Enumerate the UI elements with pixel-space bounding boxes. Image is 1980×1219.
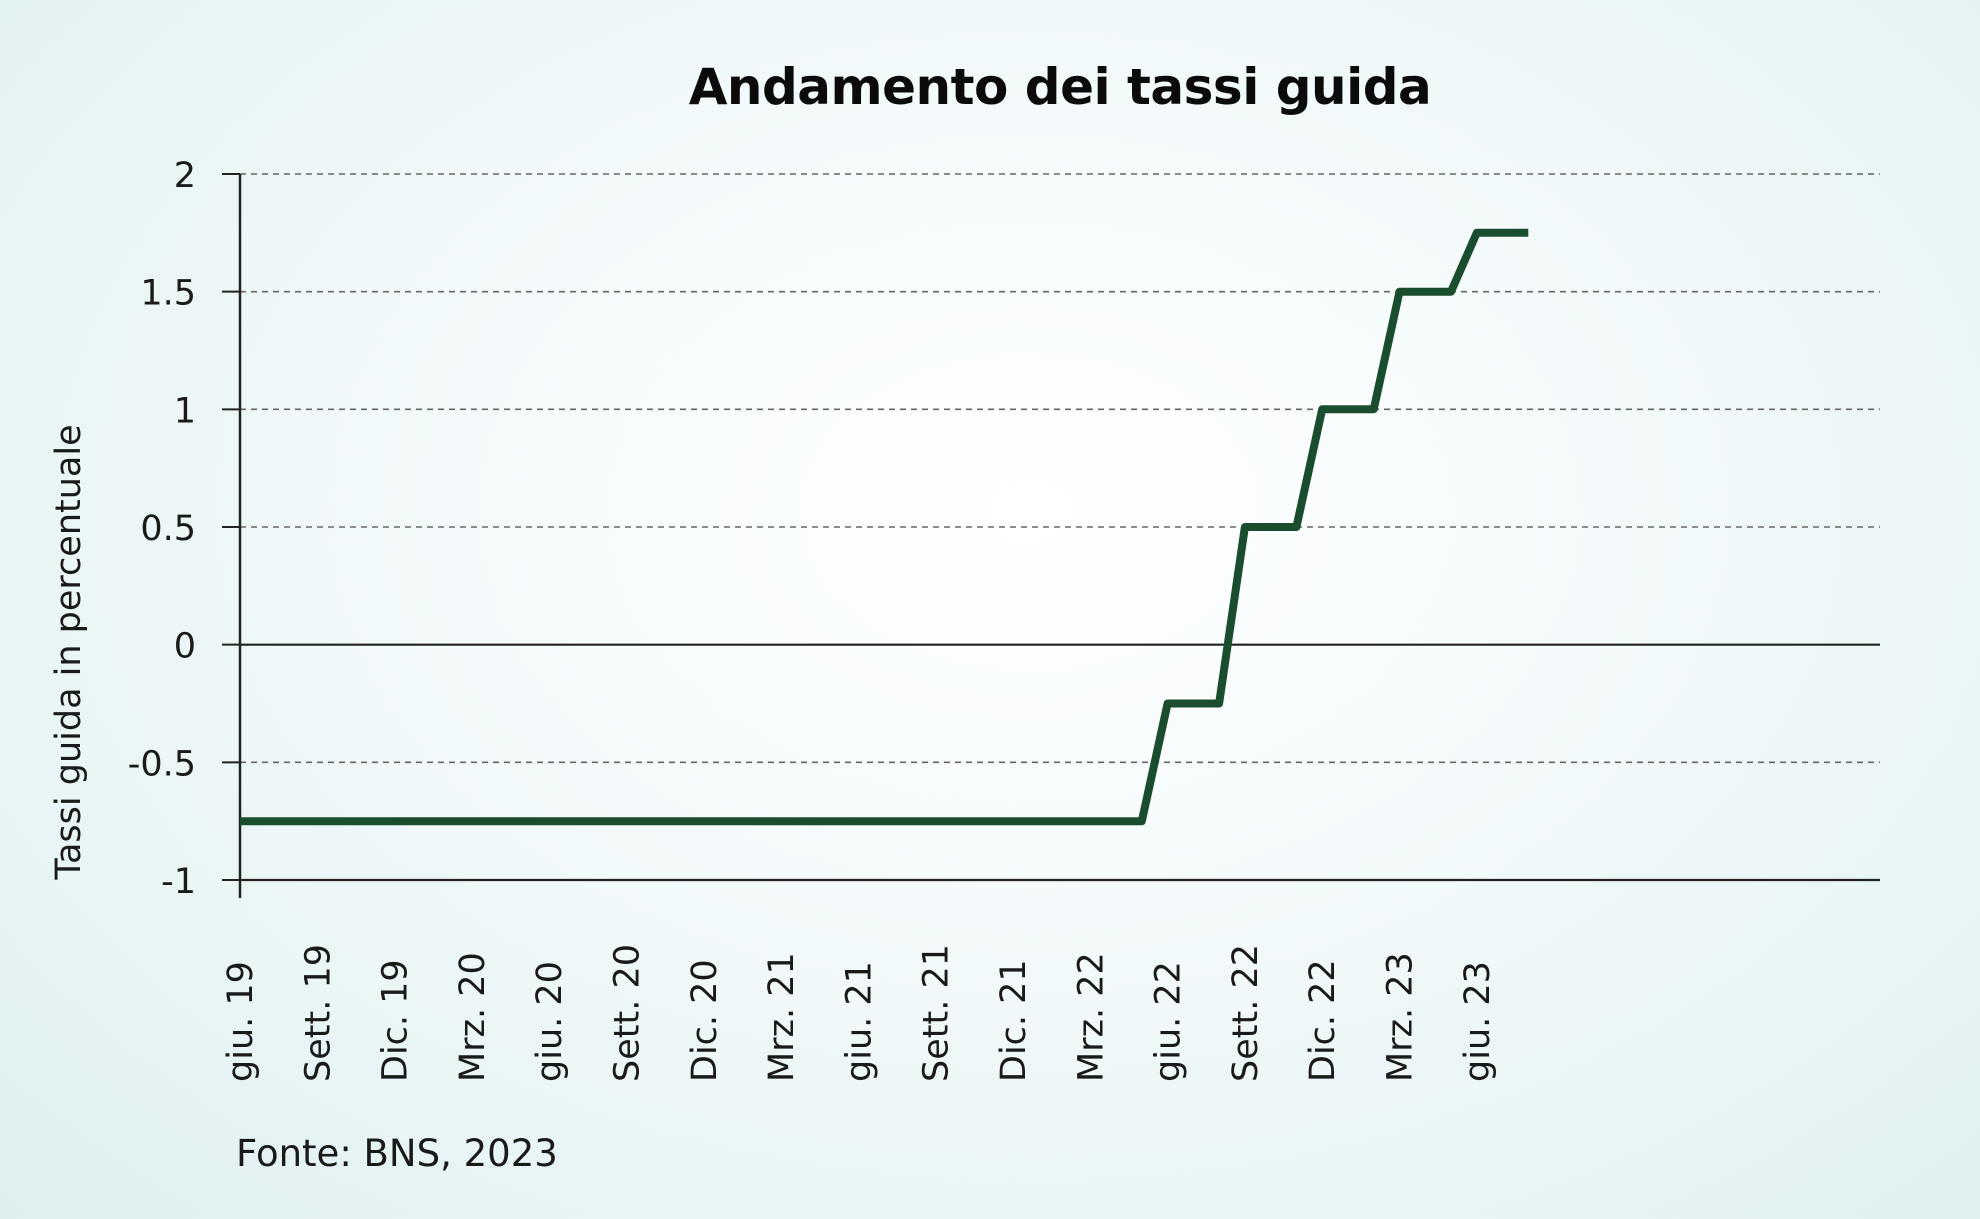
y-tick-label: -1 xyxy=(161,862,196,902)
x-tick-label: Mrz. 21 xyxy=(762,952,802,1082)
x-tick-label: giu. 22 xyxy=(1149,961,1189,1082)
x-tick-label: Dic. 21 xyxy=(994,959,1034,1082)
chart-title: Andamento dei tassi guida xyxy=(688,58,1432,116)
x-tick-label: giu. 20 xyxy=(530,961,570,1082)
x-tick-label: giu. 23 xyxy=(1458,961,1498,1082)
y-tick-label: 1 xyxy=(174,391,196,431)
x-tick-label: Sett. 21 xyxy=(917,944,957,1082)
x-tick-label: giu. 21 xyxy=(839,961,879,1082)
y-tick-label: 2 xyxy=(174,156,196,196)
x-tick-label: Sett. 20 xyxy=(608,944,648,1082)
x-tick-label: Dic. 22 xyxy=(1303,959,1343,1082)
x-tick-label: Mrz. 20 xyxy=(453,952,493,1082)
x-tick-label: Mrz. 22 xyxy=(1071,952,1111,1082)
x-tick-label: Sett. 22 xyxy=(1226,944,1266,1082)
x-tick-label: Sett. 19 xyxy=(298,944,338,1082)
y-tick-label: 1.5 xyxy=(140,274,196,314)
x-tick-label: Dic. 20 xyxy=(685,959,725,1082)
x-tick-label: giu. 19 xyxy=(221,961,261,1082)
series-line xyxy=(240,228,1529,826)
y-tick-label: 0.5 xyxy=(140,509,196,549)
x-tick-label: Dic. 19 xyxy=(376,959,416,1082)
y-tick-label: 0 xyxy=(174,627,196,667)
source-note: Fonte: BNS, 2023 xyxy=(236,1132,558,1175)
y-tick-label: -0.5 xyxy=(128,744,196,784)
x-tick-label: Mrz. 23 xyxy=(1381,952,1421,1082)
y-axis-label: Tassi guida in percentuale xyxy=(49,424,89,880)
